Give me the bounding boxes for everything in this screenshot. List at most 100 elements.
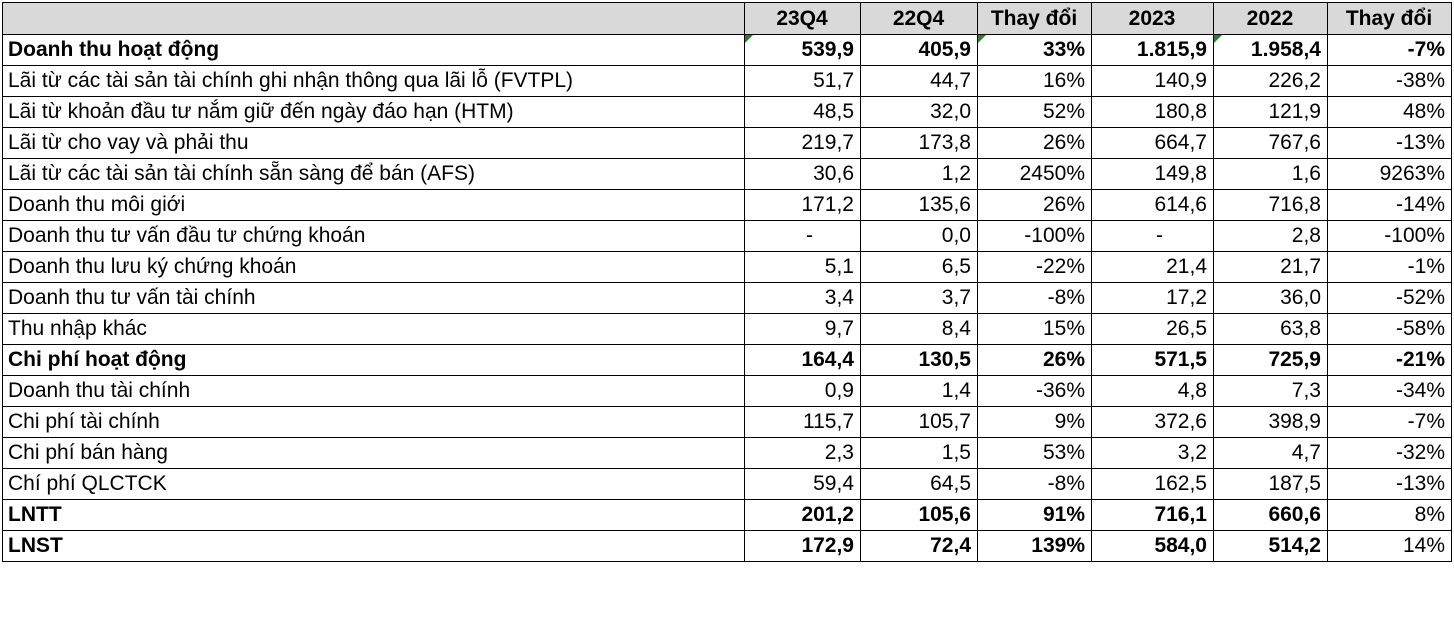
cell-y-current: 584,0 <box>1091 530 1214 562</box>
cell-y-change: 9263% <box>1327 158 1452 190</box>
cell-y-change: -38% <box>1327 65 1452 97</box>
cell-y-current: 4,8 <box>1091 375 1214 407</box>
cell-q-change: 33% <box>977 34 1092 66</box>
row-label: Doanh thu môi giới <box>2 189 745 221</box>
cell-q-previous: 3,7 <box>860 282 978 314</box>
row-lnst: LNST 172,9 72,4 139% 584,0 514,2 14% <box>2 530 1452 562</box>
cell-y-change: -32% <box>1327 437 1452 469</box>
error-indicator-icon <box>1214 35 1222 43</box>
row-tu-van-tai-chinh: Doanh thu tư vấn tài chính 3,4 3,7 -8% 1… <box>2 282 1452 314</box>
header-row: 23Q4 22Q4 Thay đổi 2023 2022 Thay đổi <box>2 2 1452 35</box>
cell-q-change: -36% <box>977 375 1092 407</box>
cell-y-previous: 398,9 <box>1213 406 1328 438</box>
cell-y-current: 664,7 <box>1091 127 1214 159</box>
cell-q-current: - <box>744 220 861 252</box>
cell-y-previous: 716,8 <box>1213 189 1328 221</box>
row-lntt: LNTT 201,2 105,6 91% 716,1 660,6 8% <box>2 499 1452 531</box>
cell-y-change: -52% <box>1327 282 1452 314</box>
cell-q-previous: 1,5 <box>860 437 978 469</box>
cell-q-change: 53% <box>977 437 1092 469</box>
cell-q-change: 26% <box>977 189 1092 221</box>
row-label: LNTT <box>2 499 745 531</box>
cell-y-change: -1% <box>1327 251 1452 283</box>
cell-q-previous: 105,6 <box>860 499 978 531</box>
cell-y-current: 162,5 <box>1091 468 1214 500</box>
cell-y-change: -7% <box>1327 34 1452 66</box>
cell-y-previous: 660,6 <box>1213 499 1328 531</box>
header-y-previous: 2022 <box>1213 2 1328 35</box>
cell-q-previous: 0,0 <box>860 220 978 252</box>
cell-q-previous: 6,5 <box>860 251 978 283</box>
cell-y-previous: 21,7 <box>1213 251 1328 283</box>
cell-q-previous: 1,2 <box>860 158 978 190</box>
cell-q-current: 2,3 <box>744 437 861 469</box>
cell-q-current: 9,7 <box>744 313 861 345</box>
cell-y-previous: 767,6 <box>1213 127 1328 159</box>
row-htm: Lãi từ khoản đầu tư nắm giữ đến ngày đáo… <box>2 96 1452 128</box>
row-doanh-thu-tai-chinh: Doanh thu tài chính 0,9 1,4 -36% 4,8 7,3… <box>2 375 1452 407</box>
row-label: Chi phí bán hàng <box>2 437 745 469</box>
row-tu-van-dau-tu: Doanh thu tư vấn đầu tư chứng khoán - 0,… <box>2 220 1452 252</box>
row-label: Lãi từ cho vay và phải thu <box>2 127 745 159</box>
cell-q-change: -8% <box>977 282 1092 314</box>
cell-y-previous: 226,2 <box>1213 65 1328 97</box>
row-moi-gioi: Doanh thu môi giới 171,2 135,6 26% 614,6… <box>2 189 1452 221</box>
cell-y-change: 48% <box>1327 96 1452 128</box>
cell-y-current: 21,4 <box>1091 251 1214 283</box>
row-label: Doanh thu tư vấn đầu tư chứng khoán <box>2 220 745 252</box>
cell-y-change: 14% <box>1327 530 1452 562</box>
cell-q-current: 201,2 <box>744 499 861 531</box>
cell-q-current: 30,6 <box>744 158 861 190</box>
cell-q-change: 26% <box>977 127 1092 159</box>
cell-q-current: 0,9 <box>744 375 861 407</box>
row-label: Doanh thu hoạt động <box>2 34 745 66</box>
row-afs: Lãi từ các tài sản tài chính sẵn sàng để… <box>2 158 1452 190</box>
cell-y-current: 140,9 <box>1091 65 1214 97</box>
row-label: Chí phí QLCTCK <box>2 468 745 500</box>
row-qlctck: Chí phí QLCTCK 59,4 64,5 -8% 162,5 187,5… <box>2 468 1452 500</box>
cell-y-current: 1.815,9 <box>1091 34 1214 66</box>
cell-y-previous: 7,3 <box>1213 375 1328 407</box>
row-chi-phi-hoat-dong: Chi phí hoạt động 164,4 130,5 26% 571,5 … <box>2 344 1452 376</box>
row-doanh-thu-hoat-dong: Doanh thu hoạt động 539,9 405,9 33% 1.81… <box>2 34 1452 66</box>
row-fvtpl: Lãi từ các tài sản tài chính ghi nhận th… <box>2 65 1452 97</box>
row-label: Doanh thu tài chính <box>2 375 745 407</box>
cell-q-previous: 72,4 <box>860 530 978 562</box>
cell-q-change: 16% <box>977 65 1092 97</box>
row-chi-phi-ban-hang: Chi phí bán hàng 2,3 1,5 53% 3,2 4,7 -32… <box>2 437 1452 469</box>
row-label: Thu nhập khác <box>2 313 745 345</box>
cell-y-previous: 514,2 <box>1213 530 1328 562</box>
cell-q-previous: 1,4 <box>860 375 978 407</box>
header-q-change: Thay đổi <box>977 2 1092 35</box>
row-label: Doanh thu tư vấn tài chính <box>2 282 745 314</box>
cell-q-current: 164,4 <box>744 344 861 376</box>
cell-q-change: 2450% <box>977 158 1092 190</box>
row-chi-phi-tai-chinh: Chi phí tài chính 115,7 105,7 9% 372,6 3… <box>2 406 1452 438</box>
header-y-current: 2023 <box>1091 2 1214 35</box>
row-label: Doanh thu lưu ký chứng khoán <box>2 251 745 283</box>
cell-q-current: 539,9 <box>744 34 861 66</box>
cell-y-current: 716,1 <box>1091 499 1214 531</box>
cell-y-change: -13% <box>1327 468 1452 500</box>
row-thu-nhap-khac: Thu nhập khác 9,7 8,4 15% 26,5 63,8 -58% <box>2 313 1452 345</box>
cell-y-previous: 1.958,4 <box>1213 34 1328 66</box>
cell-q-change: 91% <box>977 499 1092 531</box>
header-label-cell <box>2 2 745 35</box>
cell-y-change: -21% <box>1327 344 1452 376</box>
cell-q-change: -22% <box>977 251 1092 283</box>
cell-y-current: 372,6 <box>1091 406 1214 438</box>
cell-y-change: -7% <box>1327 406 1452 438</box>
cell-y-previous: 121,9 <box>1213 96 1328 128</box>
error-indicator-icon <box>978 35 986 43</box>
cell-y-previous: 725,9 <box>1213 344 1328 376</box>
row-label: Chi phí tài chính <box>2 406 745 438</box>
cell-q-current: 219,7 <box>744 127 861 159</box>
row-label: Lãi từ các tài sản tài chính ghi nhận th… <box>2 65 745 97</box>
cell-q-change: -8% <box>977 468 1092 500</box>
cell-y-current: 571,5 <box>1091 344 1214 376</box>
cell-y-change: -14% <box>1327 189 1452 221</box>
cell-y-previous: 4,7 <box>1213 437 1328 469</box>
cell-q-current: 51,7 <box>744 65 861 97</box>
cell-q-previous: 405,9 <box>860 34 978 66</box>
cell-y-previous: 2,8 <box>1213 220 1328 252</box>
